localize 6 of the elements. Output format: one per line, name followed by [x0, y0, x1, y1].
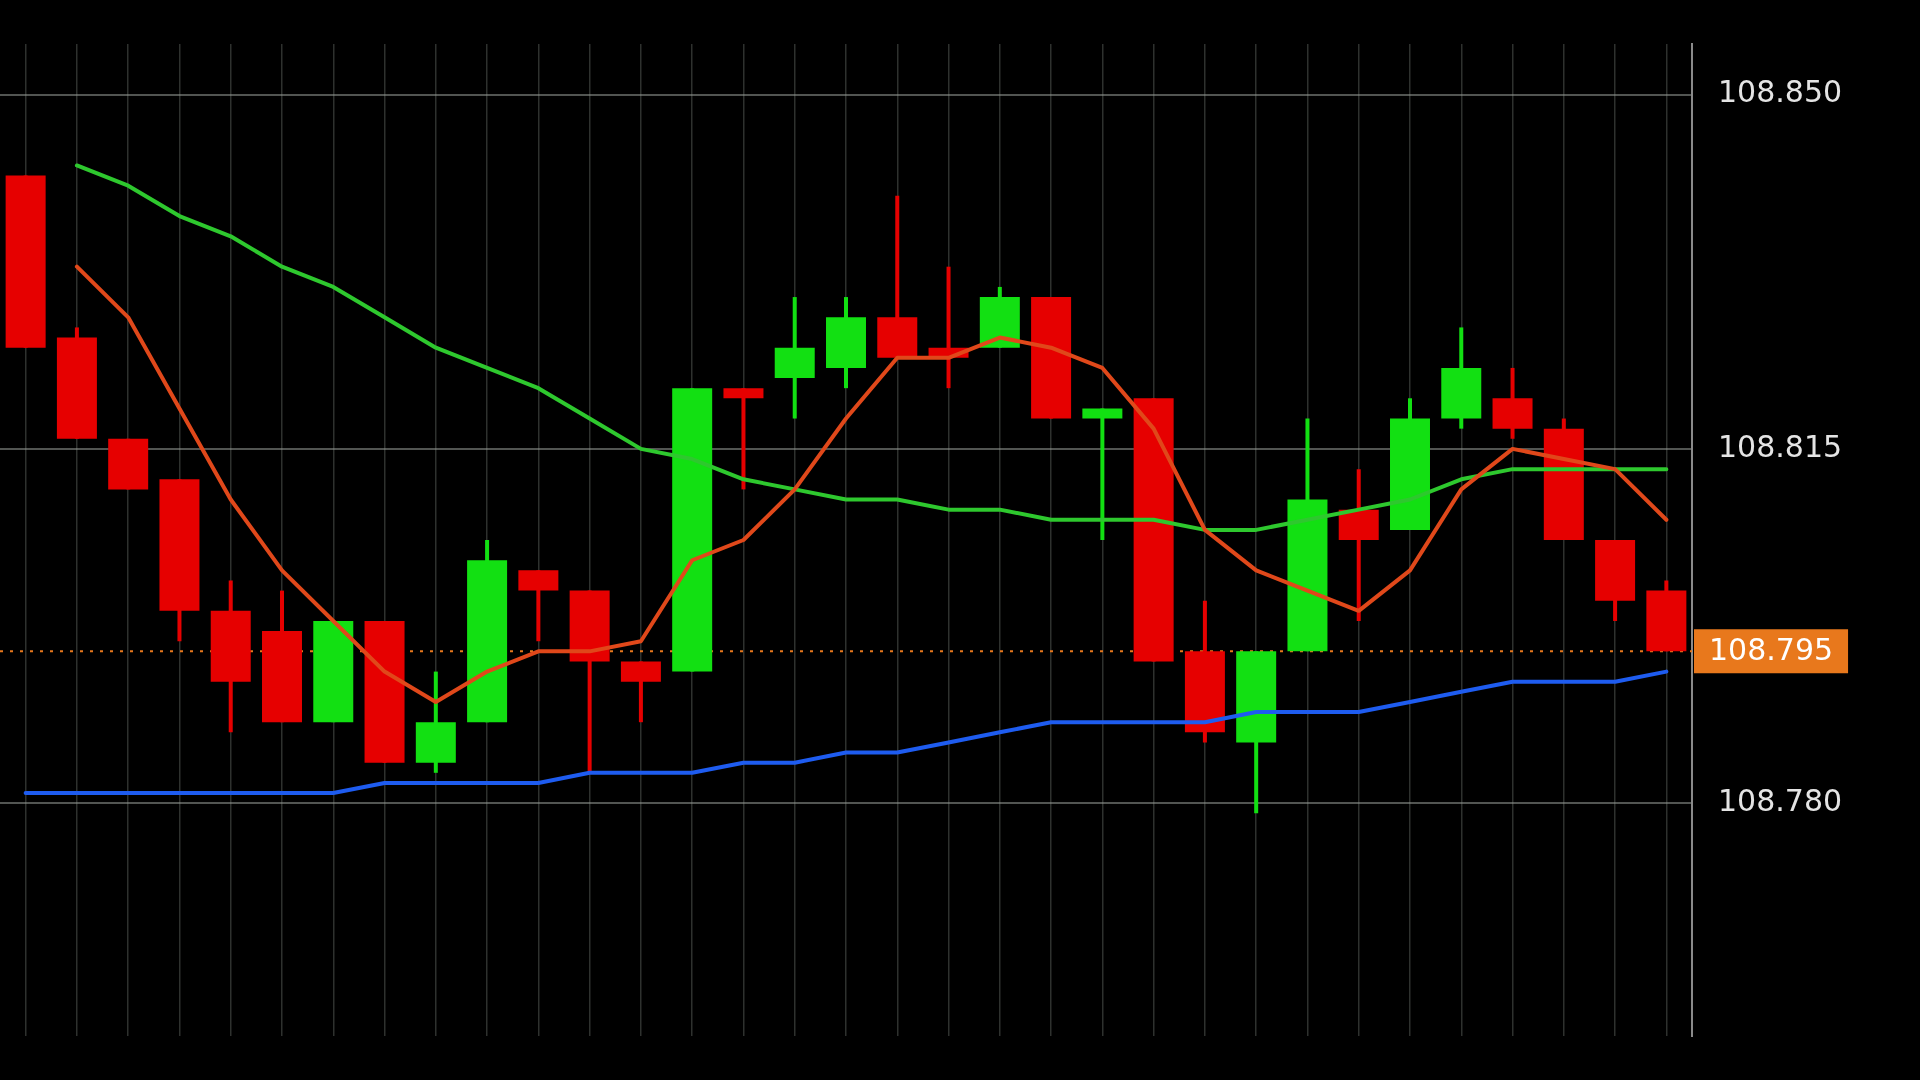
y-tick-label: 108.815 — [1718, 428, 1843, 464]
candlestick — [723, 388, 764, 490]
y-tick-label: 108.780 — [1718, 782, 1843, 818]
y-tick-label: 108.850 — [1718, 74, 1843, 110]
ref-line-label: 108.795 — [1709, 632, 1834, 668]
candlestick — [1082, 408, 1123, 540]
